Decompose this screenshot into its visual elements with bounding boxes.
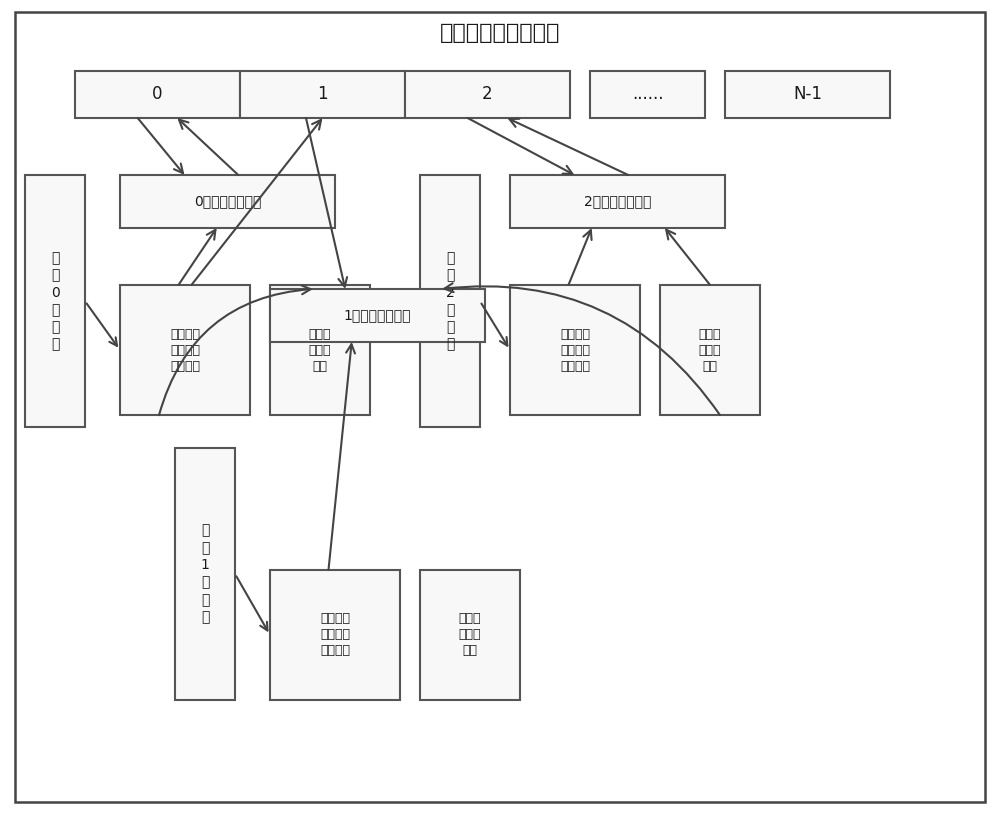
- FancyBboxPatch shape: [510, 285, 640, 415]
- Text: 从
核
2
执
行
流: 从 核 2 执 行 流: [446, 251, 454, 352]
- FancyBboxPatch shape: [15, 12, 985, 802]
- Text: 更新请
求接收
缓冲: 更新请 求接收 缓冲: [459, 612, 481, 658]
- Text: 从
核
0
执
行
流: 从 核 0 执 行 流: [51, 251, 59, 352]
- FancyBboxPatch shape: [270, 285, 370, 415]
- Text: 本从核产
生的离散
更新请求: 本从核产 生的离散 更新请求: [320, 612, 350, 658]
- Text: 从
核
1
执
行
流: 从 核 1 执 行 流: [201, 523, 209, 624]
- Text: N-1: N-1: [793, 85, 822, 103]
- Text: ......: ......: [632, 85, 663, 103]
- FancyBboxPatch shape: [270, 570, 400, 700]
- FancyBboxPatch shape: [660, 285, 760, 415]
- Text: 2块数据本地副本: 2块数据本地副本: [584, 195, 651, 208]
- Text: 1块数据本地副本: 1块数据本地副本: [344, 309, 411, 322]
- FancyBboxPatch shape: [75, 71, 240, 118]
- Text: 更新请
求接收
缓冲: 更新请 求接收 缓冲: [309, 327, 331, 373]
- FancyBboxPatch shape: [405, 71, 570, 118]
- FancyBboxPatch shape: [725, 71, 890, 118]
- Text: 本从核产
生的离散
更新请求: 本从核产 生的离散 更新请求: [560, 327, 590, 373]
- FancyBboxPatch shape: [240, 71, 405, 118]
- Text: 0块数据本地副本: 0块数据本地副本: [194, 195, 261, 208]
- Text: 0: 0: [152, 85, 163, 103]
- FancyBboxPatch shape: [25, 175, 85, 427]
- Text: 主存离散更新数据区: 主存离散更新数据区: [440, 23, 560, 42]
- FancyBboxPatch shape: [120, 175, 335, 228]
- FancyBboxPatch shape: [175, 448, 235, 700]
- FancyBboxPatch shape: [590, 71, 705, 118]
- FancyBboxPatch shape: [420, 175, 480, 427]
- FancyBboxPatch shape: [420, 570, 520, 700]
- FancyBboxPatch shape: [120, 285, 250, 415]
- Text: 1: 1: [317, 85, 328, 103]
- FancyBboxPatch shape: [270, 289, 485, 342]
- Text: 更新请
求接收
缓冲: 更新请 求接收 缓冲: [699, 327, 721, 373]
- FancyBboxPatch shape: [510, 175, 725, 228]
- Text: 本从核产
生的离散
更新请求: 本从核产 生的离散 更新请求: [170, 327, 200, 373]
- Text: 2: 2: [482, 85, 493, 103]
